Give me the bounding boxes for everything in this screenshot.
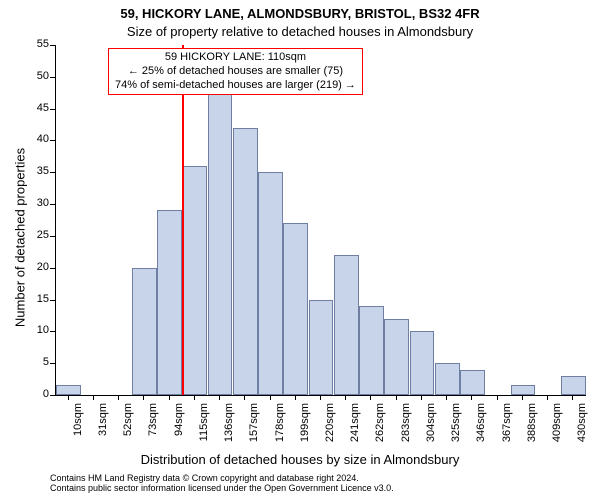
histogram-bar <box>56 385 81 395</box>
y-tick-label: 35 <box>25 165 49 177</box>
histogram-bar <box>157 210 182 395</box>
y-tick-mark <box>50 331 55 332</box>
y-tick-mark <box>50 395 55 396</box>
y-tick-label: 10 <box>25 324 49 336</box>
x-tick-mark <box>446 395 447 400</box>
reference-line <box>182 45 184 395</box>
y-tick-label: 45 <box>25 102 49 114</box>
x-tick-mark <box>471 395 472 400</box>
x-tick-mark <box>270 395 271 400</box>
x-tick-mark <box>572 395 573 400</box>
histogram-bar <box>435 363 460 395</box>
y-tick-label: 55 <box>25 38 49 50</box>
y-tick-label: 50 <box>25 70 49 82</box>
y-tick-mark <box>50 204 55 205</box>
x-tick-mark <box>143 395 144 400</box>
y-tick-label: 20 <box>25 261 49 273</box>
histogram-bar <box>384 319 409 395</box>
histogram-bar <box>182 166 207 395</box>
histogram-bar <box>233 128 258 395</box>
histogram-bar <box>334 255 359 395</box>
annotation-line-2: ← 25% of detached houses are smaller (75… <box>115 65 356 79</box>
y-tick-mark <box>50 236 55 237</box>
histogram-bar <box>283 223 308 395</box>
x-tick-mark <box>118 395 119 400</box>
x-tick-label: 157sqm <box>248 403 260 463</box>
x-tick-mark <box>396 395 397 400</box>
y-tick-mark <box>50 140 55 141</box>
chart-title-desc: Size of property relative to detached ho… <box>0 24 600 39</box>
chart-title-address: 59, HICKORY LANE, ALMONDSBURY, BRISTOL, … <box>0 6 600 21</box>
y-tick-mark <box>50 109 55 110</box>
x-tick-label: 409sqm <box>551 403 563 463</box>
x-tick-mark <box>497 395 498 400</box>
chart-plot-area <box>55 45 586 396</box>
x-tick-mark <box>295 395 296 400</box>
histogram-bar <box>511 385 536 395</box>
histogram-bar <box>410 331 435 395</box>
x-tick-mark <box>547 395 548 400</box>
y-tick-label: 40 <box>25 133 49 145</box>
histogram-bar <box>359 306 384 395</box>
x-tick-mark <box>93 395 94 400</box>
x-tick-mark <box>370 395 371 400</box>
x-tick-label: 178sqm <box>274 403 286 463</box>
x-tick-mark <box>244 395 245 400</box>
y-tick-mark <box>50 363 55 364</box>
x-tick-label: 73sqm <box>147 403 159 463</box>
x-tick-mark <box>345 395 346 400</box>
x-tick-label: 94sqm <box>173 403 185 463</box>
y-tick-mark <box>50 300 55 301</box>
histogram-bar <box>132 268 157 395</box>
x-tick-label: 52sqm <box>122 403 134 463</box>
footer-line-2: Contains public sector information licen… <box>50 484 394 494</box>
y-tick-label: 15 <box>25 293 49 305</box>
y-tick-label: 0 <box>25 388 49 400</box>
x-tick-label: 283sqm <box>400 403 412 463</box>
x-tick-label: 220sqm <box>324 403 336 463</box>
histogram-bar <box>208 77 233 395</box>
x-tick-label: 31sqm <box>97 403 109 463</box>
x-tick-mark <box>169 395 170 400</box>
x-tick-mark <box>219 395 220 400</box>
histogram-bar <box>309 300 334 395</box>
x-tick-label: 10sqm <box>72 403 84 463</box>
y-tick-label: 30 <box>25 197 49 209</box>
x-tick-label: 430sqm <box>576 403 588 463</box>
x-tick-mark <box>522 395 523 400</box>
x-tick-label: 346sqm <box>475 403 487 463</box>
x-tick-label: 304sqm <box>425 403 437 463</box>
histogram-bar <box>258 172 283 395</box>
histogram-bar <box>561 376 586 395</box>
footer-text: Contains HM Land Registry data © Crown c… <box>50 474 394 494</box>
x-tick-label: 241sqm <box>349 403 361 463</box>
y-tick-mark <box>50 77 55 78</box>
annotation-line-3: 74% of semi-detached houses are larger (… <box>115 79 356 93</box>
x-tick-label: 367sqm <box>501 403 513 463</box>
y-tick-label: 5 <box>25 356 49 368</box>
y-tick-mark <box>50 172 55 173</box>
annotation-box: 59 HICKORY LANE: 110sqm ← 25% of detache… <box>108 48 363 95</box>
x-tick-label: 262sqm <box>374 403 386 463</box>
histogram-bar <box>460 370 485 395</box>
x-tick-mark <box>68 395 69 400</box>
x-tick-mark <box>320 395 321 400</box>
y-tick-mark <box>50 45 55 46</box>
x-tick-mark <box>194 395 195 400</box>
x-tick-label: 136sqm <box>223 403 235 463</box>
y-tick-label: 25 <box>25 229 49 241</box>
annotation-line-1: 59 HICKORY LANE: 110sqm <box>115 51 356 65</box>
x-tick-label: 115sqm <box>198 403 210 463</box>
x-tick-label: 325sqm <box>450 403 462 463</box>
x-tick-label: 199sqm <box>299 403 311 463</box>
x-tick-mark <box>421 395 422 400</box>
x-tick-label: 388sqm <box>526 403 538 463</box>
y-tick-mark <box>50 268 55 269</box>
